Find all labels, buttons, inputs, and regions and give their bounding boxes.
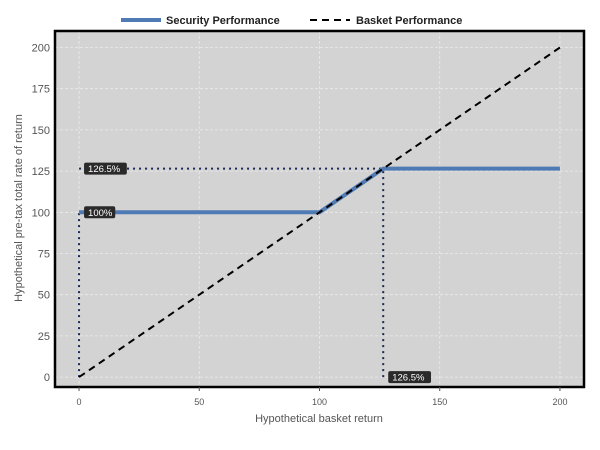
y-axis-label: Hypothetical pre-tax total rate of retur… [13,114,25,302]
x-axis: 0 50 100 150 200 [77,387,567,407]
legend-label-basket: Basket Performance [356,15,462,27]
annotation-text: 126.5% [88,164,121,175]
y-tick-label: 200 [32,42,50,54]
reference-lines [78,167,385,378]
series-line-basket [78,46,561,378]
annotation-label: 100% [84,206,116,219]
annotation-text: 100% [88,208,113,219]
series-layer [78,46,561,378]
annotations: 100% 126.5% 126.5% [84,162,432,384]
y-tick-label: 125 [32,166,50,178]
legend-label-security: Security Performance [166,15,280,27]
annotation-label: 126.5% [388,371,432,384]
y-tick-label: 175 [32,84,50,96]
y-tick-label: 50 [38,290,50,302]
x-tick-label: 50 [194,397,204,407]
y-tick-label: 150 [32,125,50,137]
grid [55,31,584,387]
x-tick-label: 150 [432,397,447,407]
y-axis: 0 25 50 75 100 125 150 175 200 [32,42,50,384]
y-tick-label: 25 [38,331,50,343]
x-tick-label: 0 [77,397,82,407]
x-tick-label: 200 [552,397,567,407]
annotation-label: 126.5% [84,162,127,175]
y-tick-label: 100 [32,207,50,219]
y-tick-label: 0 [44,372,50,384]
annotation-text: 126.5% [392,373,425,384]
annotation-box [84,206,116,219]
annotation-box [84,162,127,175]
x-axis-label: Hypothetical basket return [255,413,383,425]
legend: Security Performance Basket Performance [121,15,462,27]
annotation-box [388,371,432,384]
x-tick-label: 100 [312,397,327,407]
y-tick-label: 75 [38,249,50,261]
